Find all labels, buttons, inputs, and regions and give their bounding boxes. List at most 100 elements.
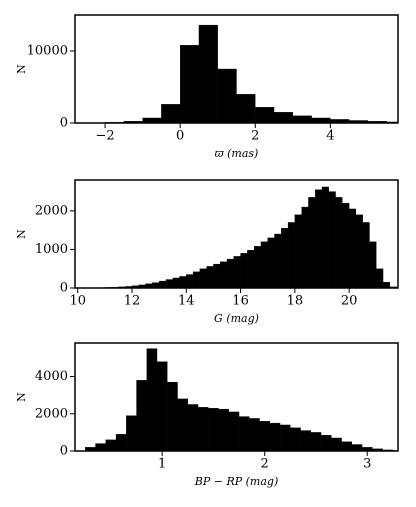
x-tick-label: 2 bbox=[261, 457, 269, 472]
bar bbox=[331, 437, 342, 451]
bar bbox=[274, 233, 282, 288]
bar bbox=[301, 206, 309, 288]
x-axis-label: ϖ (mas) bbox=[215, 147, 259, 160]
y-tick-label: 0 bbox=[60, 281, 68, 296]
bar bbox=[328, 191, 336, 288]
x-tick-label: 3 bbox=[363, 457, 371, 472]
plot-area bbox=[85, 348, 398, 451]
bar bbox=[179, 276, 187, 288]
x-tick-label: 1 bbox=[158, 457, 166, 472]
y-axis-label: N bbox=[15, 64, 28, 74]
bar bbox=[267, 237, 275, 288]
bar bbox=[315, 189, 323, 288]
bar bbox=[228, 411, 240, 451]
bar bbox=[249, 418, 260, 451]
bar bbox=[208, 408, 219, 451]
bar bbox=[369, 241, 377, 288]
bar bbox=[290, 427, 301, 451]
axes-frame bbox=[74, 342, 399, 452]
bar bbox=[335, 197, 343, 288]
y-tick-label: 2000 bbox=[35, 203, 68, 218]
bar bbox=[281, 228, 289, 288]
bar bbox=[292, 115, 312, 123]
x-axis-label: G (mag) bbox=[214, 312, 259, 325]
bar bbox=[172, 277, 180, 288]
x-tick-label: 14 bbox=[178, 294, 195, 309]
bar bbox=[142, 117, 162, 123]
bar bbox=[308, 197, 316, 288]
bar bbox=[238, 416, 250, 451]
y-tick-label: 0 bbox=[60, 444, 68, 459]
bar bbox=[105, 439, 117, 451]
x-tick-label: 2 bbox=[251, 129, 259, 144]
bar bbox=[273, 112, 293, 123]
bar bbox=[187, 404, 199, 451]
bar bbox=[348, 208, 357, 288]
bar bbox=[294, 214, 302, 288]
bar bbox=[351, 444, 363, 451]
bar bbox=[226, 258, 234, 288]
x-tick-label: 0 bbox=[176, 129, 184, 144]
bar bbox=[198, 24, 218, 123]
y-tick-label: 0 bbox=[60, 116, 68, 131]
x-tick-label: 18 bbox=[287, 294, 304, 309]
y-tick-label: 10000 bbox=[27, 44, 68, 59]
bar bbox=[167, 381, 178, 451]
bar bbox=[287, 222, 296, 288]
bar bbox=[220, 261, 228, 288]
plot-area bbox=[86, 24, 398, 123]
bar bbox=[158, 280, 167, 288]
x-tick-label: 20 bbox=[341, 294, 358, 309]
bar bbox=[156, 361, 168, 451]
bar bbox=[355, 214, 363, 288]
x-tick-label: 12 bbox=[124, 294, 141, 309]
bar bbox=[253, 246, 262, 288]
bar bbox=[152, 282, 160, 288]
bar bbox=[342, 202, 350, 288]
bar bbox=[233, 256, 241, 288]
bar bbox=[247, 250, 255, 288]
x-axis-label: BP − RP (mag) bbox=[194, 475, 279, 488]
bar bbox=[180, 45, 200, 123]
bar bbox=[255, 107, 275, 123]
plot-area bbox=[77, 186, 397, 288]
bar bbox=[192, 271, 201, 288]
bar bbox=[236, 94, 256, 123]
y-axis-label: N bbox=[15, 392, 28, 402]
bar bbox=[177, 398, 188, 451]
bar bbox=[279, 424, 291, 451]
bar bbox=[341, 441, 353, 451]
bar bbox=[240, 253, 248, 288]
y-axis-label: N bbox=[15, 229, 28, 239]
axes-frame bbox=[74, 14, 399, 124]
bar bbox=[115, 434, 127, 451]
bar bbox=[269, 422, 281, 451]
bar bbox=[95, 443, 106, 451]
bar bbox=[259, 421, 270, 451]
x-tick-label: 16 bbox=[232, 294, 249, 309]
bar bbox=[146, 348, 158, 451]
bar bbox=[311, 117, 331, 123]
bar bbox=[218, 408, 229, 451]
bar bbox=[376, 268, 384, 288]
x-tick-label: 10 bbox=[69, 294, 86, 309]
bar bbox=[320, 435, 332, 451]
y-tick-label: 4000 bbox=[35, 369, 68, 384]
bar bbox=[161, 104, 181, 123]
bar bbox=[300, 430, 311, 451]
bar bbox=[260, 241, 268, 288]
bar bbox=[136, 380, 147, 451]
x-tick-label: 4 bbox=[326, 129, 334, 144]
bar bbox=[126, 415, 137, 451]
bar bbox=[186, 274, 194, 288]
bar bbox=[310, 432, 322, 451]
bar bbox=[362, 222, 370, 288]
bar bbox=[217, 68, 237, 123]
bar bbox=[382, 282, 391, 288]
x-tick-label: −2 bbox=[95, 129, 114, 144]
y-tick-label: 1000 bbox=[35, 242, 68, 257]
bar bbox=[206, 266, 214, 288]
bar bbox=[199, 268, 207, 288]
bar bbox=[197, 407, 209, 451]
